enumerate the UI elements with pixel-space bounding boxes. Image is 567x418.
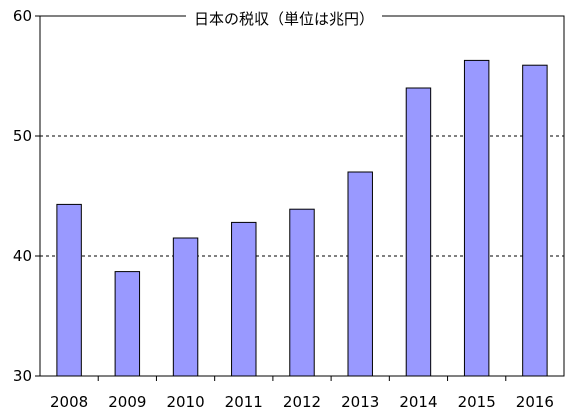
title-background bbox=[186, 8, 382, 28]
bar-2013 bbox=[347, 171, 373, 377]
y-tick-label-60: 60 bbox=[13, 7, 32, 25]
bar-2015 bbox=[463, 59, 490, 377]
x-tick-label-2015: 2015 bbox=[458, 393, 496, 411]
bar-2008 bbox=[56, 203, 82, 377]
x-tick-label-2012: 2012 bbox=[283, 393, 321, 411]
x-tick-label-2008: 2008 bbox=[50, 393, 88, 411]
x-tick-label-2016: 2016 bbox=[516, 393, 554, 411]
x-tick-label-2009: 2009 bbox=[108, 393, 146, 411]
bar-2014 bbox=[405, 87, 432, 377]
bar-2011 bbox=[231, 221, 257, 377]
bar-2016 bbox=[522, 64, 548, 377]
x-tick-label-2010: 2010 bbox=[166, 393, 204, 411]
y-tick-label-30: 30 bbox=[13, 367, 32, 385]
y-tick-label-50: 50 bbox=[13, 127, 32, 145]
x-tick-label-2014: 2014 bbox=[399, 393, 437, 411]
y-axis-ticks: 30 40 50 60 bbox=[13, 7, 40, 385]
x-axis-ticks: 2008 2009 2010 2011 2012 2013 2014 2015 2016 bbox=[50, 376, 554, 411]
x-tick-label-2013: 2013 bbox=[341, 393, 379, 411]
bar-2012 bbox=[289, 208, 315, 377]
chart-title: 日本の税収（単位は兆円） bbox=[194, 10, 374, 28]
bar-2010 bbox=[172, 237, 199, 377]
bar-2009 bbox=[114, 271, 141, 377]
y-tick-label-40: 40 bbox=[13, 247, 32, 265]
x-tick-label-2011: 2011 bbox=[225, 393, 263, 411]
bars bbox=[56, 59, 548, 377]
